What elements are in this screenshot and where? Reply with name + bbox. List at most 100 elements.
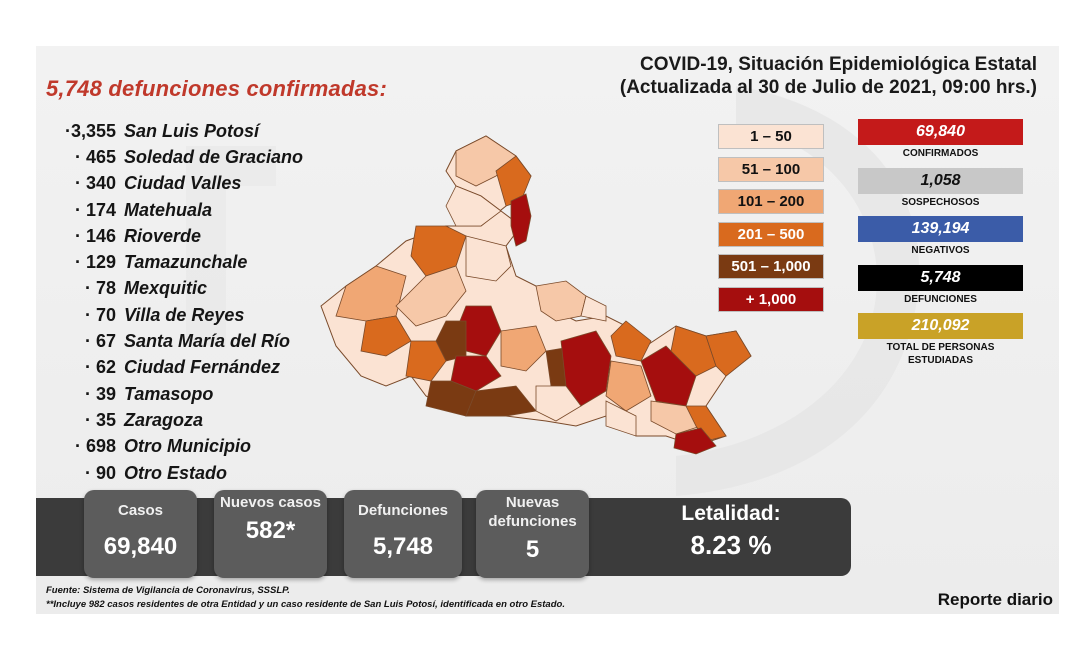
municipality-item: · 340 Ciudad Valles	[46, 171, 303, 197]
new-deaths-label: Nuevas defunciones	[488, 494, 577, 530]
legend-item: + 1,000	[718, 286, 824, 312]
municipality-item: · 78 Mexquitic	[46, 276, 303, 302]
deaths-label: Defunciones	[357, 502, 448, 519]
municipality-item: · 35 Zaragoza	[46, 407, 303, 433]
deaths-title: 5,748 defunciones confirmadas:	[46, 76, 387, 101]
cases-box: Casos 69,840	[84, 490, 197, 578]
municipality-name: Rioverde	[124, 225, 202, 246]
map-region	[450, 355, 502, 392]
state-choropleth-map	[320, 135, 752, 455]
map-region	[610, 320, 652, 362]
map-region	[640, 345, 697, 407]
municipality-deaths: · 70	[84, 304, 116, 325]
stat-label: SOSPECHOSOS	[901, 196, 980, 208]
map-region	[705, 330, 752, 377]
new-cases-value: 582*	[245, 516, 296, 544]
deaths-box: Defunciones 5,748	[344, 490, 462, 578]
map-region	[673, 427, 717, 455]
source-note: Fuente: Sistema de Vigilancia de Coronav…	[46, 585, 290, 596]
municipality-deaths: · 129	[74, 252, 116, 273]
municipality-deaths: · 698	[74, 436, 116, 457]
municipality-item: ·3,355 San Luis Potosí	[46, 118, 303, 144]
stat-value: 210,092	[858, 313, 1023, 339]
municipality-item: · 67 Santa María del Río	[46, 328, 303, 354]
stat-item: 69,840 CONFIRMADOS	[858, 119, 1023, 161]
stat-item: 5,748 DEFUNCIONES	[858, 264, 1023, 307]
map-region	[335, 265, 407, 322]
municipality-name: Tamasopo	[124, 383, 214, 404]
stat-label: NEGATIVOS	[911, 245, 970, 256]
map-region	[395, 265, 467, 327]
map-region	[360, 315, 412, 357]
map-region	[510, 193, 532, 247]
lethality-block: Letalidad: 8.23 %	[616, 502, 846, 561]
lethality-label: Letalidad:	[681, 502, 781, 525]
municipality-deaths: · 39	[84, 383, 116, 404]
map-region	[670, 325, 717, 377]
stat-value: 1,058	[858, 167, 1023, 194]
map-region	[445, 185, 502, 227]
cases-label: Casos	[117, 502, 164, 519]
municipality-item: · 465 Soledad de Graciano	[46, 144, 303, 170]
stat-item: 210,092 TOTAL DE PERSONAS ESTUDIADAS	[858, 313, 1023, 367]
lethality-value: 8.23 %	[690, 530, 772, 560]
municipality-name: Zaragoza	[124, 409, 204, 430]
page-title: COVID-19, Situación Epidemiológica Estat…	[620, 54, 1037, 100]
municipality-item: · 90 Otro Estado	[46, 460, 303, 486]
municipality-name: Ciudad Valles	[124, 173, 242, 194]
infographic-slide: COVID-19, Situación Epidemiológica Estat…	[36, 46, 1059, 614]
footnotes: Fuente: Sistema de Vigilancia de Coronav…	[46, 584, 565, 612]
municipality-name: Villa de Reyes	[124, 304, 245, 325]
municipality-name: Mexquitic	[124, 278, 208, 299]
municipality-deaths: · 90	[84, 462, 116, 483]
new-deaths-box: Nuevas defunciones 5	[476, 490, 589, 578]
map-region	[580, 295, 607, 322]
map-region	[465, 235, 512, 282]
municipality-name: Otro Estado	[124, 462, 228, 483]
legend-item: 51 – 100	[718, 156, 824, 182]
map-region	[495, 155, 532, 207]
stat-label: DEFUNCIONES	[904, 293, 977, 305]
map-region	[605, 360, 652, 412]
municipality-deaths: · 340	[74, 173, 116, 194]
municipality-item: · 174 Matehuala	[46, 197, 303, 223]
cases-value: 69,840	[103, 532, 178, 560]
daily-report-label: Reporte diario	[937, 590, 1053, 609]
municipality-deaths: · 78	[84, 278, 116, 299]
municipality-name: Ciudad Fernández	[124, 357, 281, 378]
municipality-deaths: · 174	[74, 199, 116, 220]
title-line-2: (Actualizada al 30 de Julio de 2021, 09:…	[619, 76, 1037, 98]
municipality-deaths: · 62	[84, 357, 116, 378]
municipality-deaths: ·3,355	[64, 120, 116, 141]
map-legend: 1 – 50 51 – 100 101 – 200 201 – 500 501 – 1,…	[718, 124, 826, 319]
stat-value: 5,748	[858, 264, 1023, 291]
municipality-name: Matehuala	[124, 199, 213, 220]
stats-panel: 69,840 CONFIRMADOS 1,058 SOSPECHOSOS 139,194…	[858, 119, 1023, 374]
municipality-item: · 146 Rioverde	[46, 223, 303, 249]
stat-label: CONFIRMADOS	[902, 148, 979, 159]
map-region	[605, 400, 637, 437]
map-region	[685, 405, 727, 442]
municipality-deaths: · 465	[74, 146, 116, 167]
stat-value: 69,840	[858, 119, 1023, 145]
map-region	[535, 385, 582, 422]
municipality-item: · 70 Villa de Reyes	[46, 302, 303, 328]
municipality-name: Otro Municipio	[124, 436, 251, 457]
legend-item: 201 – 500	[718, 221, 824, 247]
new-cases-label: Nuevos casos	[220, 494, 321, 511]
stat-item: 1,058 SOSPECHOSOS	[858, 167, 1023, 210]
municipality-deaths: · 35	[84, 409, 116, 430]
map-region	[650, 400, 702, 435]
title-line-1: COVID-19, Situación Epidemiológica Estat…	[640, 54, 1037, 75]
stat-label: TOTAL DE PERSONAS ESTUDIADAS	[886, 342, 995, 366]
municipality-name: Tamazunchale	[124, 252, 248, 273]
deaths-value: 5,748	[372, 532, 434, 560]
municipality-name: Soledad de Graciano	[124, 146, 304, 167]
new-cases-box: Nuevos casos 582*	[214, 490, 327, 578]
municipality-item: · 129 Tamazunchale	[46, 249, 303, 275]
municipality-item: · 62 Ciudad Fernández	[46, 355, 303, 381]
municipality-deaths: · 67	[84, 331, 116, 352]
stat-item: 139,194 NEGATIVOS	[858, 216, 1023, 258]
municipality-deaths: · 146	[74, 225, 116, 246]
legend-item: 501 – 1,000	[718, 254, 824, 279]
